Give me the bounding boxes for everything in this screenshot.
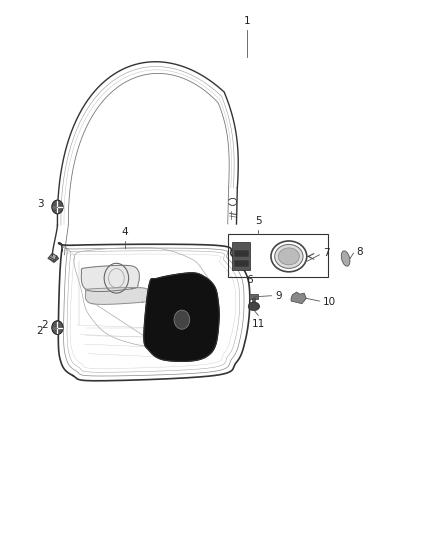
Circle shape: [174, 310, 190, 329]
Text: 11: 11: [252, 319, 265, 329]
Polygon shape: [49, 256, 58, 262]
Polygon shape: [81, 265, 139, 292]
Polygon shape: [85, 288, 150, 304]
Text: 10: 10: [323, 297, 336, 307]
Bar: [249, 294, 258, 300]
Polygon shape: [144, 273, 219, 361]
Text: 4: 4: [122, 227, 128, 237]
Polygon shape: [48, 253, 57, 261]
Ellipse shape: [341, 251, 350, 266]
Text: 7: 7: [323, 248, 329, 257]
Ellipse shape: [248, 302, 260, 311]
Text: 2: 2: [37, 326, 43, 336]
Bar: [234, 260, 249, 266]
Ellipse shape: [275, 245, 303, 268]
Circle shape: [52, 200, 63, 214]
Circle shape: [52, 321, 63, 335]
Bar: [232, 242, 251, 270]
Text: 2: 2: [41, 320, 48, 330]
Bar: [228, 233, 328, 277]
Text: 3: 3: [37, 199, 43, 209]
Text: 8: 8: [357, 247, 363, 256]
Text: 1: 1: [244, 16, 251, 26]
Bar: [234, 250, 249, 257]
Text: 5: 5: [255, 216, 261, 226]
Bar: [252, 298, 255, 304]
Text: 6: 6: [246, 275, 253, 285]
Ellipse shape: [279, 248, 299, 265]
Polygon shape: [291, 292, 306, 304]
Text: 9: 9: [275, 290, 282, 301]
